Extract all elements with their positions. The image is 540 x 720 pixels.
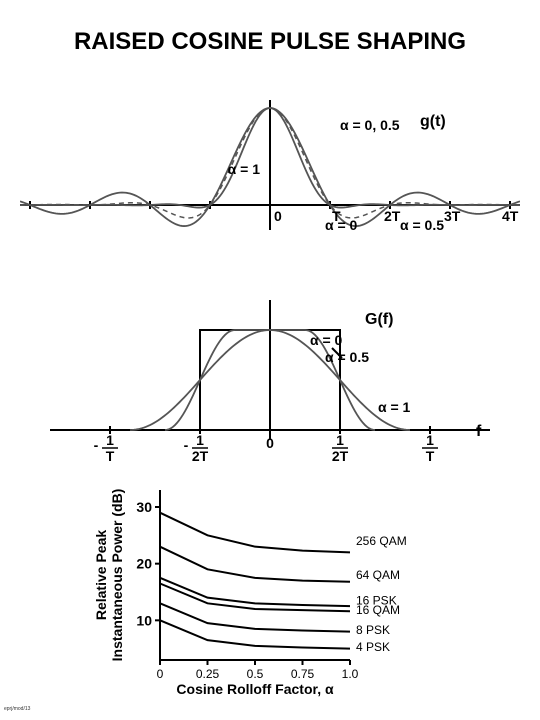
svg-text:0: 0: [157, 667, 164, 681]
svg-text:g(t): g(t): [420, 113, 446, 130]
svg-text:4T: 4T: [502, 208, 519, 224]
svg-text:α = 0: α = 0: [325, 217, 358, 233]
footer-text: eprj/mod/13: [4, 706, 30, 712]
svg-text:α = 0, 0.5: α = 0, 0.5: [340, 117, 400, 133]
svg-text:2T: 2T: [332, 448, 349, 464]
svg-text:3T: 3T: [444, 208, 461, 224]
svg-text:Instantaneous Power (dB): Instantaneous Power (dB): [109, 489, 125, 662]
svg-text:Cosine Rolloff Factor, α: Cosine Rolloff Factor, α: [176, 681, 334, 697]
svg-text:0.25: 0.25: [196, 667, 220, 681]
svg-text:T: T: [106, 448, 115, 464]
svg-text:1: 1: [196, 432, 204, 448]
svg-text:8 PSK: 8 PSK: [356, 623, 390, 637]
svg-text:1: 1: [106, 432, 114, 448]
svg-text:α = 1: α = 1: [378, 399, 411, 415]
svg-text:0.75: 0.75: [291, 667, 315, 681]
svg-text:1: 1: [426, 432, 434, 448]
svg-text:α = 0.5: α = 0.5: [325, 349, 369, 365]
svg-text:f: f: [476, 423, 482, 440]
svg-text:T: T: [426, 448, 435, 464]
svg-text:30: 30: [136, 499, 152, 515]
svg-text:Relative Peak: Relative Peak: [93, 530, 109, 620]
svg-text:G(f): G(f): [365, 311, 393, 328]
svg-text:α = 0: α = 0: [310, 332, 343, 348]
svg-text:1: 1: [336, 432, 344, 448]
svg-text:1.0: 1.0: [342, 667, 359, 681]
page-title: RAISED COSINE PULSE SHAPING: [0, 28, 540, 56]
svg-text:2T: 2T: [192, 448, 209, 464]
papr-vs-rolloff-plot: 10203000.250.50.751.0256 QAM64 QAM16 PSK…: [90, 480, 450, 720]
svg-text:4 PSK: 4 PSK: [356, 640, 390, 654]
frequency-domain-plot: G(f)α = 0α = 0.5α = 1f-1T-12T012T1T: [50, 300, 490, 490]
svg-text:64 QAM: 64 QAM: [356, 568, 400, 582]
svg-text:16 QAM: 16 QAM: [356, 603, 400, 617]
time-domain-plot: α = 0, 0.5g(t)α = 1α = 0α = 0.50T2T3T4Tt: [20, 100, 520, 250]
svg-text:0: 0: [266, 435, 274, 451]
svg-text:256 QAM: 256 QAM: [356, 534, 407, 548]
svg-text:T: T: [332, 208, 341, 224]
svg-text:-: -: [94, 437, 99, 453]
svg-text:2T: 2T: [384, 208, 401, 224]
svg-text:α = 1: α = 1: [228, 161, 261, 177]
svg-text:α = 0.5: α = 0.5: [400, 217, 444, 233]
svg-text:0.5: 0.5: [247, 667, 264, 681]
svg-text:10: 10: [136, 612, 152, 628]
svg-text:20: 20: [136, 556, 152, 572]
svg-text:0: 0: [274, 208, 282, 224]
svg-text:-: -: [184, 437, 189, 453]
